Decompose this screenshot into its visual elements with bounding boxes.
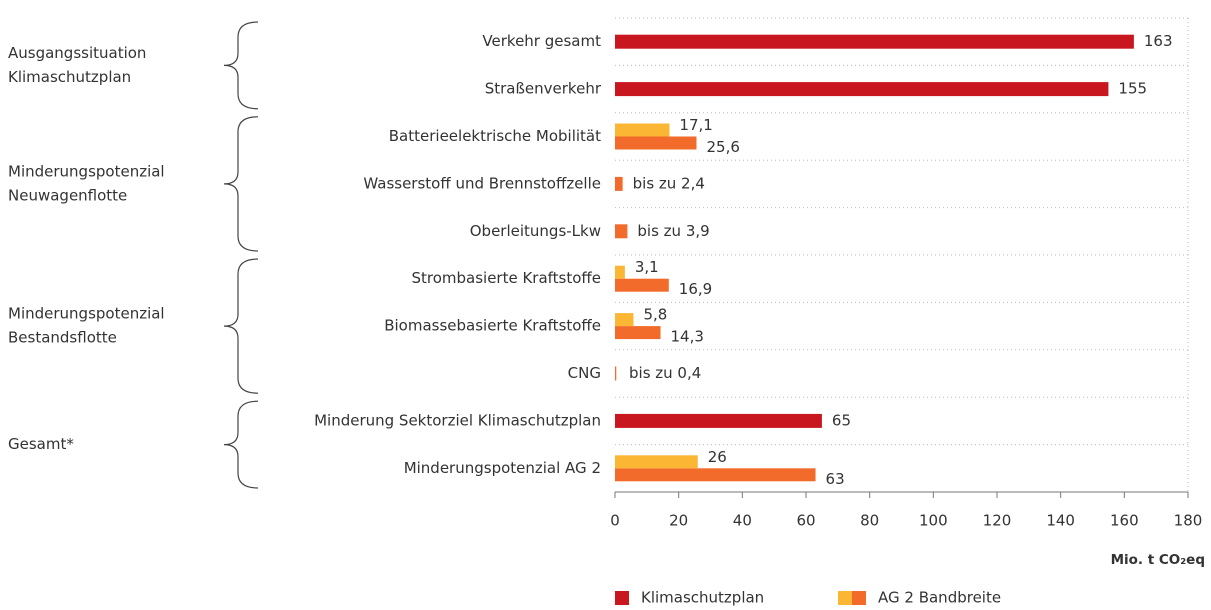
legend-swatch [852, 591, 866, 605]
legend-swatch [838, 591, 852, 605]
x-tick-label: 160 [1110, 512, 1139, 530]
category-label: Wasserstoff und Brennstoffzelle [363, 174, 601, 192]
bar [615, 265, 625, 279]
category-label: Strombasierte Kraftstoffe [411, 269, 601, 287]
bar [615, 136, 697, 150]
value-label: 3,1 [635, 258, 659, 276]
bar [615, 455, 698, 469]
category-label: Verkehr gesamt [482, 32, 601, 50]
value-label: bis zu 0,4 [629, 364, 701, 382]
bar [615, 176, 623, 191]
bar [615, 123, 670, 137]
legend-swatch [615, 591, 629, 605]
value-label: 14,3 [671, 328, 704, 346]
group-label: Klimaschutzplan [8, 68, 131, 86]
category-label: CNG [568, 364, 601, 382]
bar [615, 413, 822, 428]
x-tick-label: 40 [733, 512, 752, 530]
group-brace [223, 21, 259, 110]
bar [615, 278, 669, 292]
x-tick-label: 180 [1174, 512, 1203, 530]
group-label: Neuwagenflotte [8, 186, 127, 204]
value-label: 16,9 [679, 280, 712, 298]
category-label: Minderung Sektorziel Klimaschutzplan [314, 411, 601, 429]
x-tick-label: 80 [860, 512, 879, 530]
value-label: 155 [1118, 80, 1147, 98]
category-label: Oberleitungs-Lkw [470, 222, 601, 240]
value-label: bis zu 3,9 [637, 222, 709, 240]
bar [615, 326, 661, 340]
legend-label: AG 2 Bandbreite [878, 589, 1001, 607]
bar [615, 82, 1109, 97]
value-label: 17,1 [679, 116, 712, 134]
legend-label: Klimaschutzplan [641, 589, 764, 607]
category-label: Batterieelektrische Mobilität [389, 127, 601, 145]
group-brace [223, 258, 259, 394]
bar [615, 313, 634, 327]
x-axis-label: Mio. t CO₂eq [1111, 552, 1205, 568]
x-tick-label: 20 [669, 512, 688, 530]
x-tick-label: 140 [1046, 512, 1075, 530]
category-label: Minderungspotenzial AG 2 [404, 459, 601, 477]
value-label: 5,8 [643, 306, 667, 324]
bar [615, 468, 816, 482]
x-tick-label: 120 [983, 512, 1012, 530]
category-label: Biomassebasierte Kraftstoffe [384, 317, 601, 335]
bar [615, 224, 628, 239]
x-tick-label: 0 [610, 512, 620, 530]
group-label: Gesamt* [8, 435, 74, 453]
group-label: Bestandsflotte [8, 329, 117, 347]
group-brace [223, 116, 259, 252]
bar [615, 366, 617, 381]
group-label: Ausgangssituation [8, 44, 146, 62]
group-brace [223, 400, 259, 489]
value-label: 65 [832, 411, 851, 429]
x-tick-label: 60 [796, 512, 815, 530]
value-label: 26 [708, 448, 727, 466]
group-label: Minderungspotenzial [8, 162, 165, 180]
value-label: 163 [1144, 32, 1173, 50]
group-label: Minderungspotenzial [8, 305, 165, 323]
bar [615, 34, 1134, 49]
value-label: 63 [826, 470, 845, 488]
category-label: Straßenverkehr [485, 80, 602, 98]
value-label: 25,6 [706, 138, 739, 156]
x-tick-label: 100 [919, 512, 948, 530]
value-label: bis zu 2,4 [633, 174, 705, 192]
